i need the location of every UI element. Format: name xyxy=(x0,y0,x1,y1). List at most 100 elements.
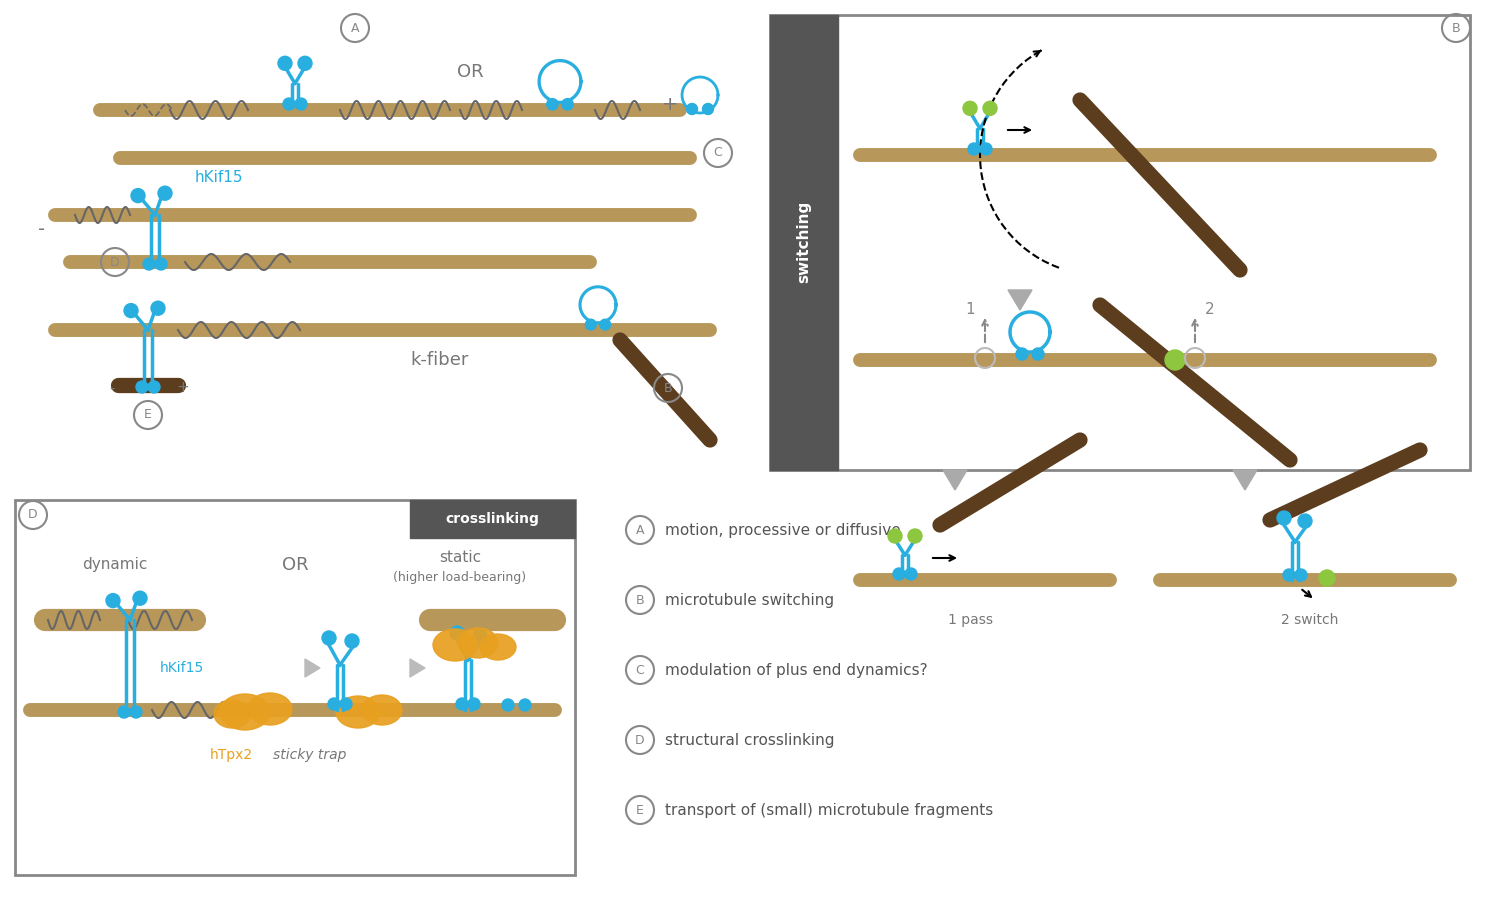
Circle shape xyxy=(519,699,531,711)
Bar xyxy=(770,15,838,470)
Text: A: A xyxy=(636,524,645,536)
Text: static: static xyxy=(440,550,482,566)
Circle shape xyxy=(154,258,166,270)
Circle shape xyxy=(1016,348,1028,360)
Text: hTpx2: hTpx2 xyxy=(210,748,254,762)
Circle shape xyxy=(345,634,358,648)
Circle shape xyxy=(968,143,980,155)
Text: microtubule switching: microtubule switching xyxy=(664,593,834,608)
Circle shape xyxy=(106,594,120,608)
Circle shape xyxy=(546,99,558,110)
Circle shape xyxy=(142,258,154,270)
Circle shape xyxy=(1032,348,1044,360)
Circle shape xyxy=(892,568,904,580)
Circle shape xyxy=(130,706,142,718)
Circle shape xyxy=(322,631,336,645)
Text: OR: OR xyxy=(456,63,483,81)
Polygon shape xyxy=(1233,470,1257,490)
Circle shape xyxy=(468,698,480,710)
Text: k-fiber: k-fiber xyxy=(411,351,470,369)
Circle shape xyxy=(1166,350,1185,370)
Polygon shape xyxy=(944,470,968,490)
Circle shape xyxy=(585,319,596,330)
Text: C: C xyxy=(636,664,645,676)
Polygon shape xyxy=(1008,290,1032,310)
Text: switching: switching xyxy=(796,201,812,283)
Circle shape xyxy=(888,529,902,543)
Circle shape xyxy=(130,189,146,203)
Circle shape xyxy=(687,103,698,115)
Circle shape xyxy=(908,529,922,543)
Circle shape xyxy=(456,698,468,710)
Circle shape xyxy=(124,304,138,318)
Text: crosslinking: crosslinking xyxy=(446,512,538,526)
Circle shape xyxy=(158,186,172,200)
Circle shape xyxy=(284,98,296,110)
Text: transport of (small) microtubule fragments: transport of (small) microtubule fragmen… xyxy=(664,803,993,817)
Circle shape xyxy=(340,698,352,710)
Text: E: E xyxy=(636,804,644,816)
Circle shape xyxy=(982,101,998,115)
Bar xyxy=(410,500,574,538)
Text: sticky trap: sticky trap xyxy=(273,748,346,762)
Text: structural crosslinking: structural crosslinking xyxy=(664,733,834,747)
Text: +: + xyxy=(177,381,189,395)
Ellipse shape xyxy=(433,629,477,661)
Circle shape xyxy=(152,301,165,315)
Polygon shape xyxy=(304,659,320,677)
Circle shape xyxy=(118,706,130,718)
Circle shape xyxy=(562,99,573,110)
Text: E: E xyxy=(144,409,152,421)
Circle shape xyxy=(328,698,340,710)
Text: 2 switch: 2 switch xyxy=(1281,613,1338,627)
Circle shape xyxy=(296,98,307,110)
Circle shape xyxy=(904,568,916,580)
Polygon shape xyxy=(410,659,424,677)
Circle shape xyxy=(134,591,147,605)
Text: D: D xyxy=(28,508,38,522)
Text: modulation of plus end dynamics?: modulation of plus end dynamics? xyxy=(664,663,927,677)
Text: (higher load-bearing): (higher load-bearing) xyxy=(393,571,526,585)
Text: -: - xyxy=(39,221,45,240)
Text: motion, processive or diffusive: motion, processive or diffusive xyxy=(664,523,900,538)
Text: A: A xyxy=(351,22,360,34)
Ellipse shape xyxy=(480,634,516,660)
Text: D: D xyxy=(634,734,645,746)
Ellipse shape xyxy=(220,694,270,730)
Ellipse shape xyxy=(214,700,250,728)
Circle shape xyxy=(472,629,488,643)
Circle shape xyxy=(450,626,464,640)
Text: -: - xyxy=(110,381,114,395)
Text: B: B xyxy=(636,594,645,606)
Bar xyxy=(770,15,1470,470)
Text: 1 pass: 1 pass xyxy=(948,613,993,627)
Text: 2: 2 xyxy=(1204,303,1215,318)
Text: D: D xyxy=(110,256,120,269)
Circle shape xyxy=(980,143,992,155)
Circle shape xyxy=(963,101,976,115)
Circle shape xyxy=(1276,511,1292,525)
Circle shape xyxy=(298,57,312,70)
Circle shape xyxy=(503,699,515,711)
Ellipse shape xyxy=(362,695,402,725)
Text: dynamic: dynamic xyxy=(82,558,147,573)
Circle shape xyxy=(148,381,160,393)
Text: hKif15: hKif15 xyxy=(160,661,204,675)
Ellipse shape xyxy=(458,628,498,658)
Text: 1: 1 xyxy=(964,303,975,318)
Bar xyxy=(15,500,574,875)
Ellipse shape xyxy=(248,693,292,725)
Ellipse shape xyxy=(336,696,380,728)
Text: B: B xyxy=(1452,22,1461,34)
Text: +: + xyxy=(662,95,678,115)
Circle shape xyxy=(702,103,714,115)
Circle shape xyxy=(136,381,148,393)
Circle shape xyxy=(1282,569,1294,581)
Circle shape xyxy=(278,57,292,70)
Circle shape xyxy=(1294,569,1306,581)
Circle shape xyxy=(1298,514,1312,528)
Text: hKif15: hKif15 xyxy=(195,171,243,186)
Text: B: B xyxy=(663,382,672,394)
Text: C: C xyxy=(714,146,723,160)
Circle shape xyxy=(600,319,610,330)
